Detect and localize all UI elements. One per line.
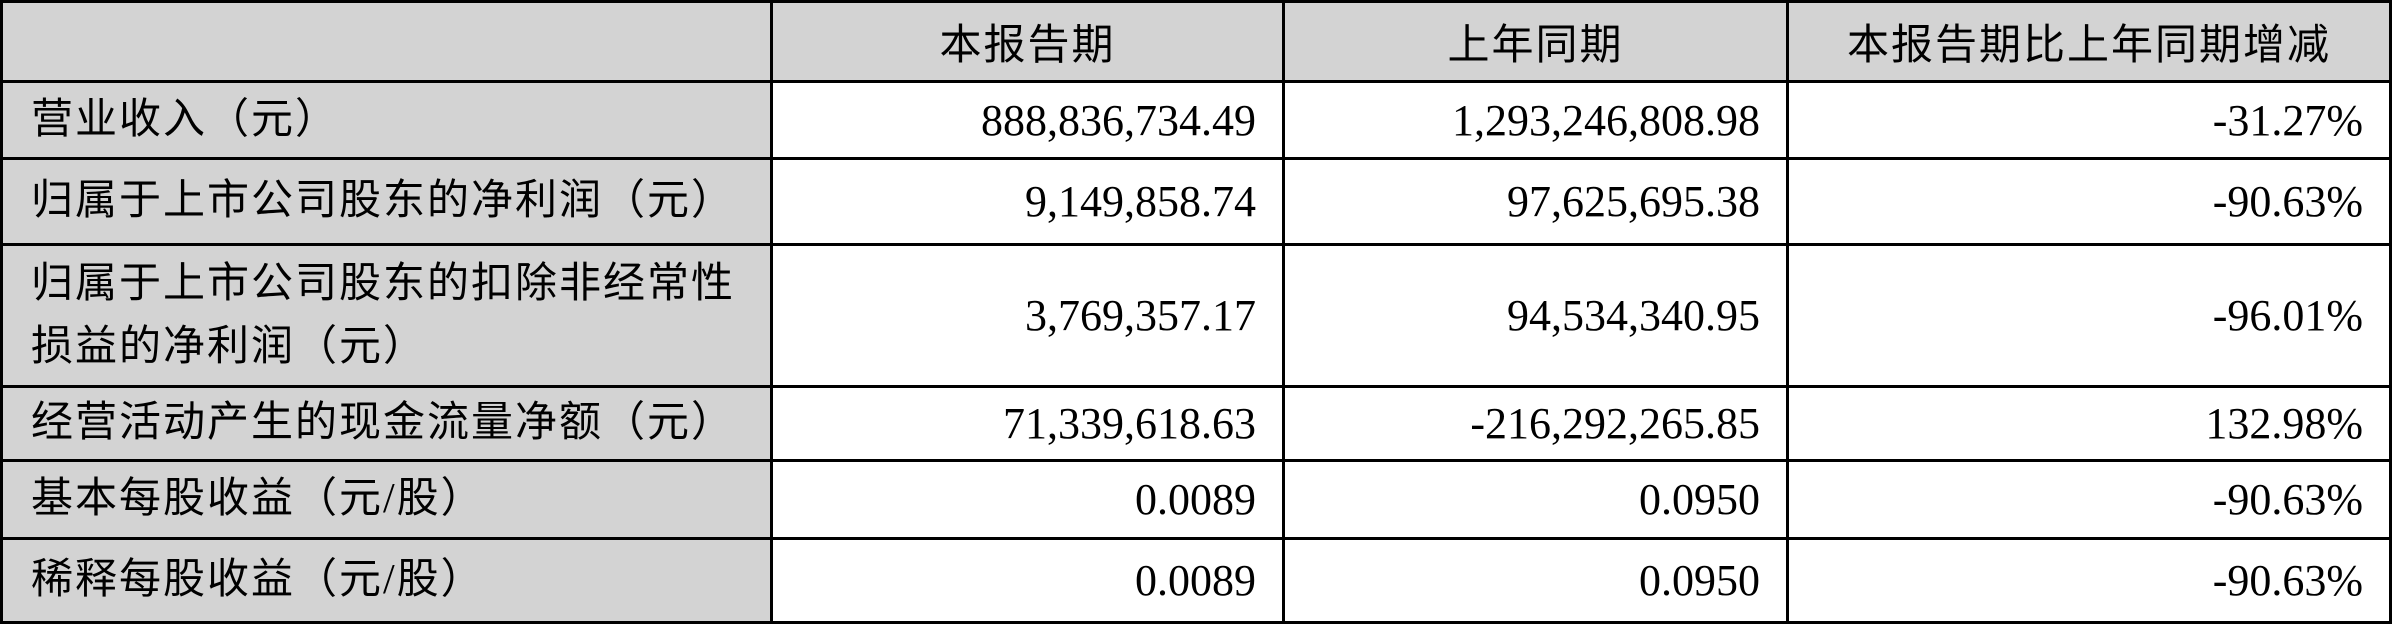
prior-period-value: 94,534,340.95 xyxy=(1285,246,1789,388)
table-row-net-profit-excl-nonrecurring: 归属于上市公司股东的扣除非经常性损益的净利润（元） 3,769,357.17 9… xyxy=(3,246,2389,388)
table-row-net-profit: 归属于上市公司股东的净利润（元） 9,149,858.74 97,625,695… xyxy=(3,160,2389,246)
row-label: 稀释每股收益（元/股） xyxy=(3,540,773,621)
current-period-value: 3,769,357.17 xyxy=(773,246,1285,388)
current-period-value: 71,339,618.63 xyxy=(773,388,1285,462)
row-label: 经营活动产生的现金流量净额（元） xyxy=(3,388,773,462)
change-value: -90.63% xyxy=(1789,540,2389,621)
table-row-operating-revenue: 营业收入（元） 888,836,734.49 1,293,246,808.98 … xyxy=(3,83,2389,160)
prior-period-value: 0.0950 xyxy=(1285,540,1789,621)
change-value: -90.63% xyxy=(1789,462,2389,540)
header-cell-change: 本报告期比上年同期增减 xyxy=(1789,3,2389,83)
prior-period-value: 97,625,695.38 xyxy=(1285,160,1789,246)
prior-period-value: 1,293,246,808.98 xyxy=(1285,83,1789,160)
change-value: -31.27% xyxy=(1789,83,2389,160)
row-label: 基本每股收益（元/股） xyxy=(3,462,773,540)
row-label: 归属于上市公司股东的扣除非经常性损益的净利润（元） xyxy=(3,246,773,388)
table-row-operating-cash-flow: 经营活动产生的现金流量净额（元） 71,339,618.63 -216,292,… xyxy=(3,388,2389,462)
change-value: -96.01% xyxy=(1789,246,2389,388)
change-value: -90.63% xyxy=(1789,160,2389,246)
row-label: 归属于上市公司股东的净利润（元） xyxy=(3,160,773,246)
prior-period-value: -216,292,265.85 xyxy=(1285,388,1789,462)
table-header-row: 本报告期 上年同期 本报告期比上年同期增减 xyxy=(3,3,2389,83)
header-cell-current-period: 本报告期 xyxy=(773,3,1285,83)
current-period-value: 0.0089 xyxy=(773,540,1285,621)
current-period-value: 0.0089 xyxy=(773,462,1285,540)
header-cell-prior-period: 上年同期 xyxy=(1285,3,1789,83)
row-label: 营业收入（元） xyxy=(3,83,773,160)
table-row-diluted-eps: 稀释每股收益（元/股） 0.0089 0.0950 -90.63% xyxy=(3,540,2389,621)
prior-period-value: 0.0950 xyxy=(1285,462,1789,540)
current-period-value: 888,836,734.49 xyxy=(773,83,1285,160)
table-row-basic-eps: 基本每股收益（元/股） 0.0089 0.0950 -90.63% xyxy=(3,462,2389,540)
current-period-value: 9,149,858.74 xyxy=(773,160,1285,246)
change-value: 132.98% xyxy=(1789,388,2389,462)
header-cell-blank xyxy=(3,3,773,83)
